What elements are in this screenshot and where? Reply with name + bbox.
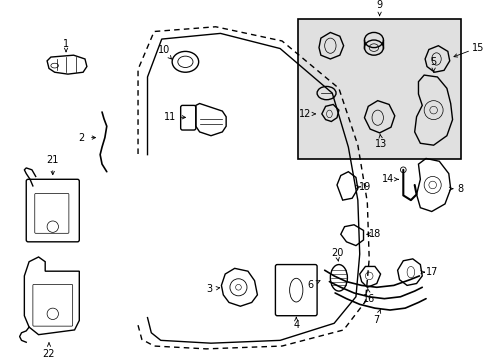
Text: 2: 2 <box>78 132 84 143</box>
Text: 12: 12 <box>298 109 310 119</box>
Text: 3: 3 <box>205 284 212 294</box>
Text: 11: 11 <box>164 112 176 122</box>
Text: 1: 1 <box>63 39 69 49</box>
Text: 6: 6 <box>307 280 313 291</box>
Text: 9: 9 <box>376 0 382 10</box>
Text: 17: 17 <box>425 267 437 277</box>
Text: 21: 21 <box>46 156 59 165</box>
Text: 16: 16 <box>362 294 375 304</box>
Text: 10: 10 <box>157 45 169 55</box>
Text: 20: 20 <box>330 248 343 258</box>
Text: 7: 7 <box>373 315 379 324</box>
Text: 4: 4 <box>293 320 299 330</box>
Text: 18: 18 <box>368 229 380 239</box>
Text: 22: 22 <box>42 348 55 359</box>
Text: 19: 19 <box>359 182 371 192</box>
Text: 8: 8 <box>456 184 462 194</box>
Text: 5: 5 <box>429 57 436 67</box>
Text: 13: 13 <box>375 139 387 149</box>
Text: 14: 14 <box>381 174 393 184</box>
Text: 15: 15 <box>471 42 483 53</box>
Bar <box>298 19 460 159</box>
